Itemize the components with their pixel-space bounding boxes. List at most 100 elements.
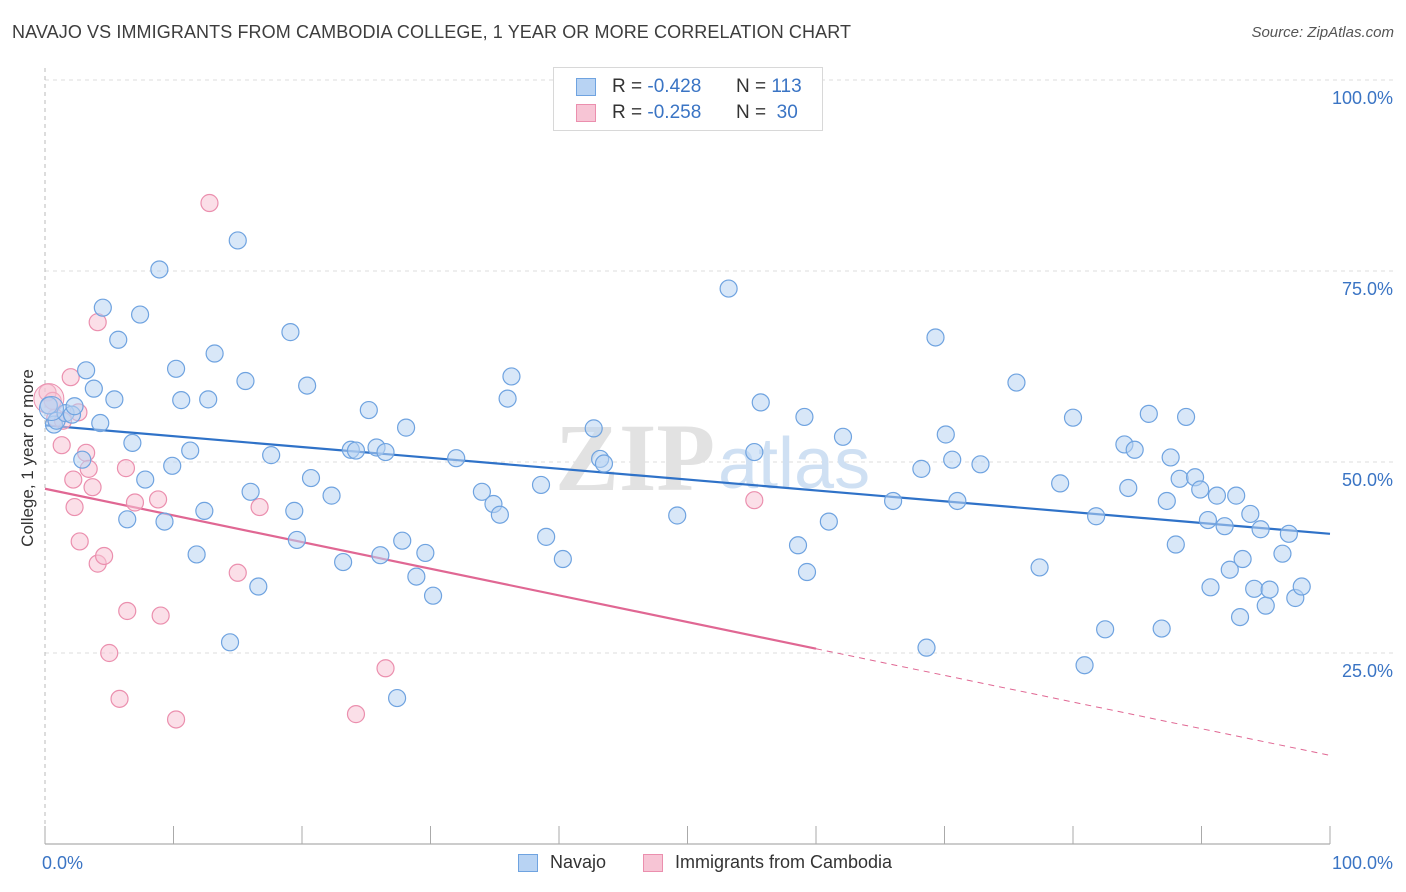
- source-label: Source: ZipAtlas.com: [1251, 24, 1394, 41]
- navajo-point: [1241, 504, 1260, 524]
- navajo-point: [819, 512, 838, 531]
- cambodia-point: [116, 459, 136, 478]
- cambodia-trend-solid: [44, 487, 817, 650]
- navajo-point: [668, 506, 687, 525]
- cambodia-point: [228, 563, 247, 582]
- navajo-point: [788, 536, 808, 555]
- navajo-point: [498, 389, 517, 408]
- legend-n-value: 113: [771, 76, 802, 97]
- navajo-point: [926, 328, 945, 347]
- navajo-point: [1227, 486, 1246, 505]
- navajo-point: [241, 482, 260, 501]
- navajo-points: [38, 231, 1311, 708]
- legend-r-label: R =: [612, 76, 643, 97]
- y-tick-label: 75.0%: [1342, 279, 1393, 299]
- cambodia-point: [125, 493, 145, 512]
- cambodia-point: [110, 689, 129, 708]
- cambodia-point: [118, 601, 137, 621]
- navajo-point: [795, 407, 814, 427]
- navajo-point: [136, 470, 155, 489]
- cambodia-point: [65, 497, 84, 517]
- navajo-point: [118, 510, 137, 529]
- navajo-point: [84, 379, 103, 398]
- grid-lines: [45, 79, 1395, 654]
- cambodia-point: [61, 368, 80, 387]
- navajo-point: [346, 441, 366, 460]
- legend-r-label: R =: [612, 102, 643, 123]
- navajo-point: [797, 562, 817, 582]
- navajo-point: [833, 427, 853, 446]
- navajo-point: [123, 433, 142, 452]
- navajo-point: [1279, 524, 1298, 543]
- navajo-point: [301, 468, 321, 488]
- navajo-point: [917, 638, 936, 657]
- navajo-legend-swatch: [518, 853, 538, 872]
- navajo-swatch: [576, 78, 596, 96]
- navajo-point: [447, 449, 466, 468]
- navajo-point: [1007, 373, 1026, 392]
- navajo-point: [472, 482, 491, 501]
- cambodia-point: [200, 193, 219, 213]
- chart-title: NAVAJO VS IMMIGRANTS FROM CAMBODIA COLLE…: [12, 22, 852, 42]
- navajo-point: [281, 323, 300, 342]
- navajo-point: [236, 371, 255, 391]
- y-axis-label: College, 1 year or more: [18, 369, 37, 547]
- navajo-point: [883, 491, 903, 511]
- navajo-point: [262, 446, 281, 465]
- navajo-point: [1273, 544, 1292, 563]
- cambodia-point: [83, 478, 102, 497]
- watermark-text: ZIP: [555, 404, 715, 511]
- cambodia-point: [346, 705, 366, 724]
- navajo-point: [220, 633, 240, 652]
- navajo-point: [150, 260, 169, 279]
- navajo-point: [1051, 474, 1070, 493]
- navajo-point: [1230, 607, 1250, 627]
- y-tick-label: 50.0%: [1342, 470, 1393, 490]
- navajo-point: [416, 543, 435, 563]
- cambodia-point: [745, 491, 764, 510]
- navajo-point: [1075, 656, 1094, 675]
- navajo-point: [285, 501, 304, 520]
- cambodia-point: [151, 606, 170, 625]
- legend-r-value: -0.258: [647, 102, 702, 123]
- navajo-point: [1260, 580, 1279, 599]
- navajo-point: [719, 279, 738, 298]
- cambodia-point: [64, 470, 83, 489]
- navajo-point: [298, 376, 317, 395]
- navajo-point: [109, 330, 128, 349]
- navajo-point: [1245, 579, 1264, 598]
- navajo-point: [172, 391, 191, 410]
- navajo-point: [195, 501, 214, 520]
- navajo-point: [936, 425, 955, 444]
- legend-row-cambodia: R = -0.258 N = 30: [576, 100, 798, 126]
- navajo-point: [376, 442, 395, 462]
- navajo-point: [359, 400, 378, 420]
- navajo-point: [584, 419, 603, 438]
- navajo-point: [93, 298, 112, 317]
- navajo-point: [1220, 560, 1239, 579]
- navajo-point: [1096, 620, 1115, 639]
- bottom-legend-navajo: Navajo: [518, 852, 606, 873]
- navajo-point: [912, 459, 931, 478]
- navajo-point: [130, 305, 150, 324]
- navajo-point: [181, 441, 200, 460]
- cambodia-point: [100, 643, 119, 663]
- navajo-point: [423, 586, 443, 605]
- legend-n-label: N =: [735, 102, 767, 123]
- cambodia-trend-line: [44, 487, 1331, 756]
- cambodia-legend-label: Immigrants from Cambodia: [675, 852, 893, 872]
- navajo-point: [1157, 491, 1176, 511]
- navajo-point: [1063, 408, 1083, 427]
- tick-labels: 100.0% 75.0% 50.0% 25.0% 0.0% 100.0%: [42, 88, 1393, 873]
- navajo-point: [1030, 558, 1049, 577]
- navajo-point: [1256, 596, 1275, 615]
- navajo-point: [228, 231, 247, 250]
- cambodia-point: [70, 532, 89, 551]
- navajo-point: [322, 486, 341, 505]
- navajo-point: [77, 361, 96, 380]
- navajo-point: [745, 442, 764, 462]
- navajo-trend: [44, 424, 1331, 535]
- cambodia-legend-swatch: [643, 853, 663, 872]
- navajo-point: [38, 396, 64, 422]
